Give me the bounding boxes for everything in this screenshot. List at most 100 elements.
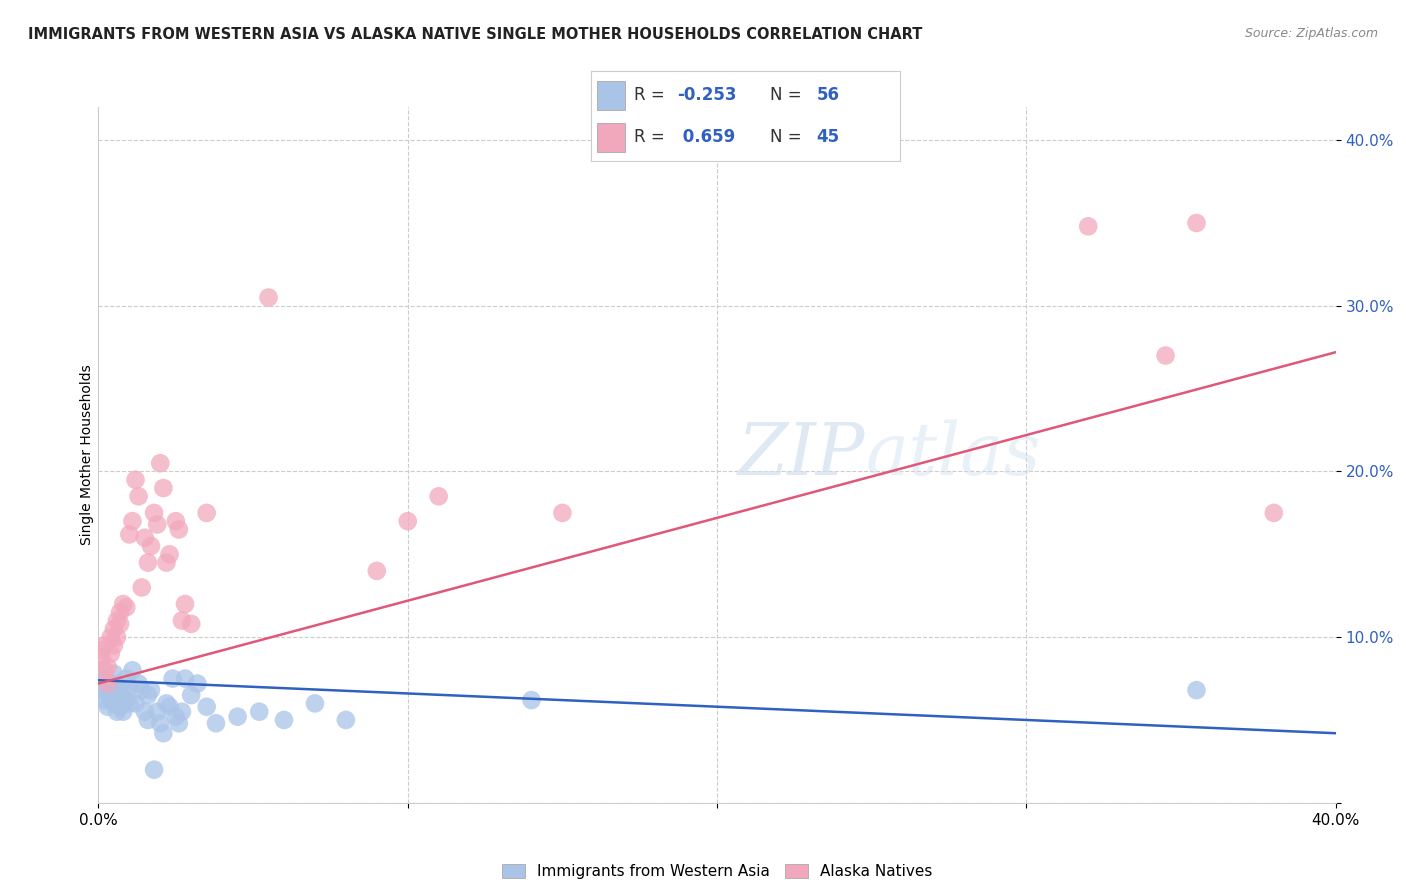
Point [1263,506,1285,520]
Point [165,514,187,528]
Point [146,705,169,719]
Point [121,514,143,528]
Point [112,597,135,611]
Point [100,693,122,707]
Point [105,676,128,690]
Point [93,693,115,707]
Point [167,716,190,731]
Point [170,705,193,719]
Point [167,523,190,537]
Point [159,547,181,561]
Point [1185,216,1208,230]
Point [170,614,193,628]
Point [149,456,172,470]
Point [159,699,181,714]
Point [97,688,120,702]
Point [100,630,122,644]
Point [105,697,128,711]
Point [103,639,125,653]
Point [90,643,112,657]
Point [115,693,138,707]
Point [551,506,574,520]
Text: IMMIGRANTS FROM WESTERN ASIA VS ALASKA NATIVE SINGLE MOTHER HOUSEHOLDS CORRELATI: IMMIGRANTS FROM WESTERN ASIA VS ALASKA N… [28,27,922,42]
Point [108,680,131,694]
Point [131,581,153,595]
Point [136,556,159,570]
Point [105,705,128,719]
Point [124,697,146,711]
Point [103,683,125,698]
Point [520,693,543,707]
Point [134,531,156,545]
Point [103,666,125,681]
Point [136,688,159,702]
Text: -0.253: -0.253 [678,87,737,104]
Point [335,713,357,727]
Point [155,556,177,570]
Point [139,539,162,553]
Point [108,605,131,619]
Point [180,616,202,631]
Text: N =: N = [770,87,807,104]
Text: 45: 45 [817,128,839,146]
Y-axis label: Single Mother Households: Single Mother Households [80,365,94,545]
Point [108,699,131,714]
Point [174,672,197,686]
Text: R =: R = [634,87,669,104]
Point [118,527,141,541]
Point [131,683,153,698]
Point [97,699,120,714]
Point [273,713,295,727]
Point [108,616,131,631]
Point [149,716,172,731]
Point [90,663,112,677]
Text: 0.659: 0.659 [678,128,735,146]
Point [143,506,166,520]
Point [97,660,120,674]
Point [152,481,174,495]
Point [93,639,115,653]
Point [100,647,122,661]
Point [115,672,138,686]
Point [226,709,249,723]
Text: 56: 56 [817,87,839,104]
Point [257,291,280,305]
Point [180,688,202,702]
Point [136,713,159,727]
Text: R =: R = [634,128,669,146]
Point [103,622,125,636]
Legend: Immigrants from Western Asia, Alaska Natives: Immigrants from Western Asia, Alaska Nat… [495,858,939,886]
Point [1077,219,1099,234]
Point [186,676,208,690]
Point [304,697,326,711]
Point [105,614,128,628]
Point [97,676,120,690]
Point [146,517,169,532]
Point [195,506,218,520]
Point [118,680,141,694]
Point [139,683,162,698]
Point [100,680,122,694]
Point [128,676,150,690]
Point [162,672,184,686]
Point [1154,349,1177,363]
Point [195,699,218,714]
FancyBboxPatch shape [596,81,624,110]
Point [90,650,112,665]
Point [152,726,174,740]
Point [112,705,135,719]
Point [1185,683,1208,698]
Point [205,716,228,731]
Text: N =: N = [770,128,807,146]
Text: Source: ZipAtlas.com: Source: ZipAtlas.com [1244,27,1378,40]
Point [128,489,150,503]
Point [93,683,115,698]
Point [118,697,141,711]
Point [103,697,125,711]
Point [366,564,388,578]
FancyBboxPatch shape [596,123,624,152]
Point [143,763,166,777]
Point [115,600,138,615]
Point [155,697,177,711]
Text: ZIP: ZIP [738,419,866,491]
